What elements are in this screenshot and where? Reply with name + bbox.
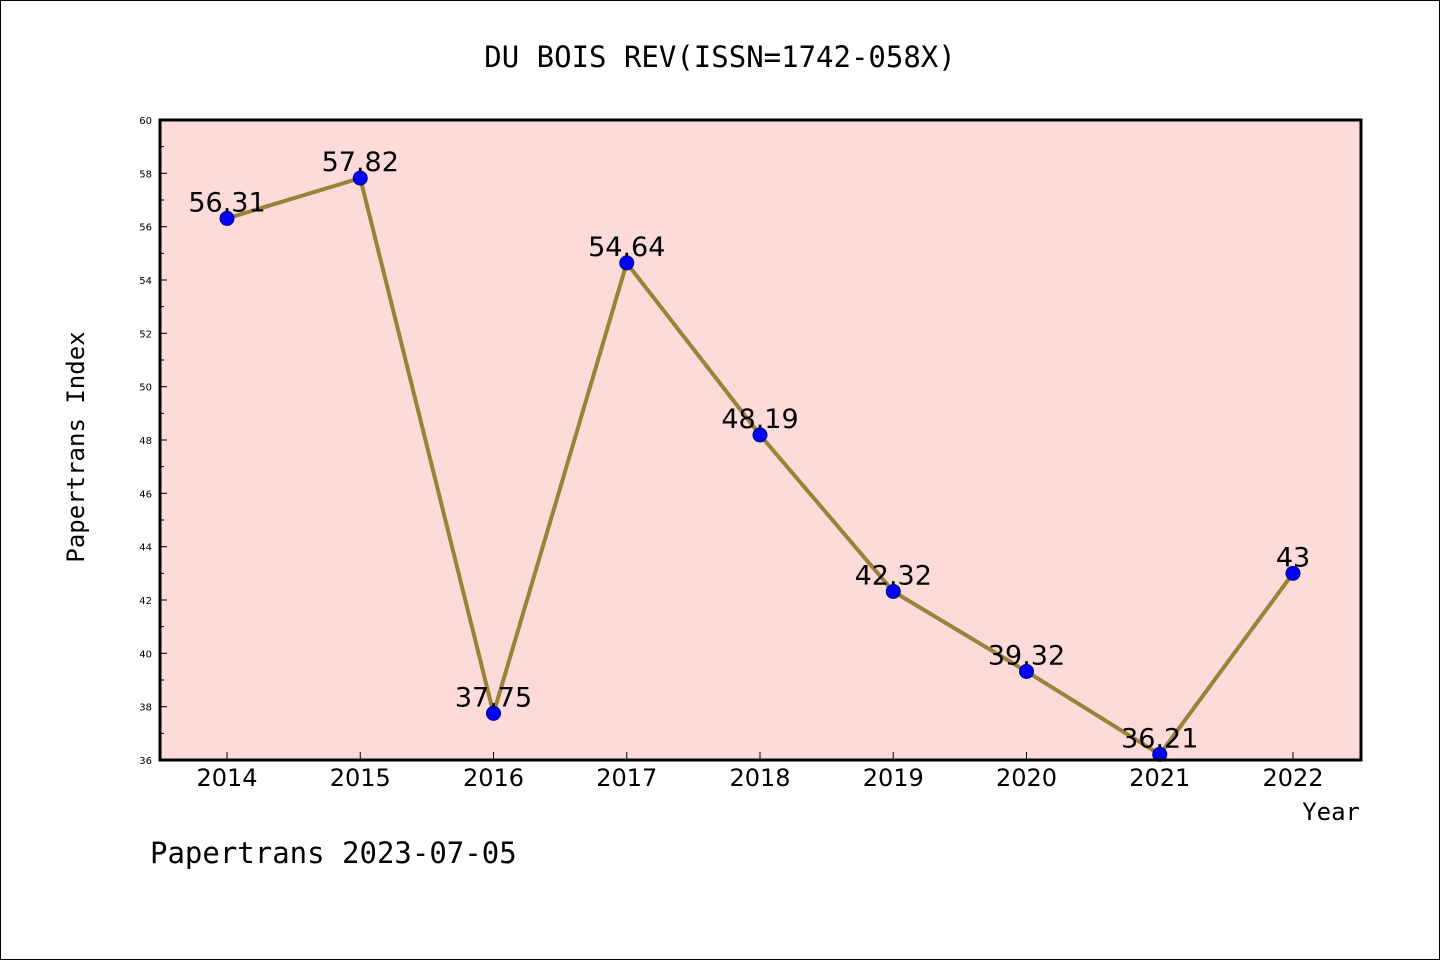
- data-label: 37.75: [455, 682, 532, 713]
- data-labels: 56.31 57.82 37.75 54.64 48.19 42.32 39.32 36.21…: [188, 147, 1310, 754]
- y-tick-label: 52: [139, 329, 152, 340]
- data-label: 36.21: [1121, 723, 1198, 754]
- x-tick-label: 2022: [1262, 764, 1323, 792]
- x-axis-ticks: 2014 2015 2016 2017 2018 2019 2020 2021 2022: [196, 752, 1324, 792]
- data-label: 42.32: [855, 560, 932, 591]
- x-tick-label: 2021: [1129, 764, 1190, 792]
- data-label: 43: [1276, 542, 1310, 573]
- data-markers: [219, 170, 1301, 762]
- y-tick-label: 48: [139, 436, 152, 447]
- y-tick-label: 50: [139, 383, 152, 394]
- y-tick-label: 36: [139, 756, 152, 767]
- data-point: [1285, 565, 1301, 581]
- x-tick-label: 2014: [196, 764, 257, 792]
- data-point: [352, 170, 368, 186]
- y-tick-label: 54: [139, 276, 152, 287]
- y-tick-label: 38: [139, 703, 152, 714]
- data-label: 57.82: [322, 147, 399, 178]
- data-point: [219, 210, 235, 226]
- y-tick-label: 42: [139, 596, 152, 607]
- chart-title: DU BOIS REV(ISSN=1742-058X): [484, 40, 955, 74]
- data-label: 54.64: [588, 232, 665, 263]
- data-label: 39.32: [988, 640, 1065, 671]
- data-label: 56.31: [188, 187, 265, 218]
- x-axis-label: Year: [1302, 798, 1360, 826]
- y-tick-label: 44: [139, 543, 152, 554]
- y-axis-label: Papertrans Index: [62, 331, 90, 562]
- data-label: 48.19: [721, 404, 798, 435]
- x-tick-label: 2016: [463, 764, 524, 792]
- x-tick-label: 2019: [863, 764, 924, 792]
- data-point: [752, 427, 768, 443]
- x-tick-label: 2015: [330, 764, 391, 792]
- y-tick-label: 60: [139, 116, 152, 127]
- x-tick-label: 2018: [729, 764, 790, 792]
- data-point: [619, 255, 635, 271]
- plot-border: [158, 118, 1363, 762]
- x-tick-label: 2017: [596, 764, 657, 792]
- x-tick-label: 2020: [996, 764, 1057, 792]
- data-point: [486, 705, 501, 721]
- data-point: [885, 583, 901, 599]
- y-tick-label: 56: [139, 223, 152, 234]
- y-tick-label: 46: [139, 489, 152, 500]
- data-point: [1019, 663, 1034, 679]
- y-tick-label: 58: [139, 169, 152, 180]
- y-tick-label: 40: [139, 649, 152, 660]
- footer-text: Papertrans 2023-07-05: [150, 836, 517, 870]
